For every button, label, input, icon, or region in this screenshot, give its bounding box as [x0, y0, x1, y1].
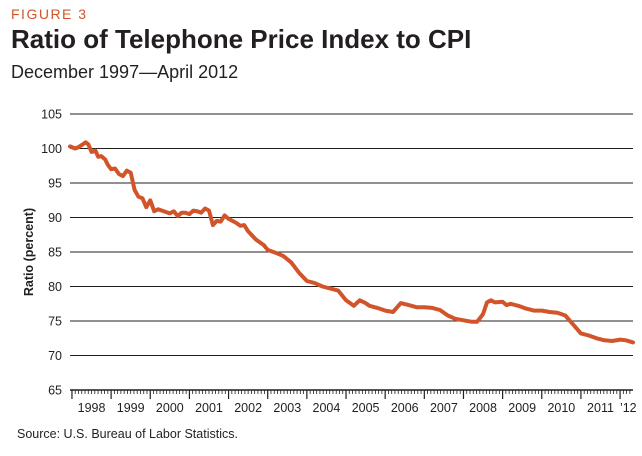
y-tick-label: 80 — [48, 280, 62, 294]
chart-subtitle: December 1997—April 2012 — [11, 62, 239, 82]
y-tick-label: 105 — [41, 108, 62, 122]
y-tick-label: 100 — [41, 142, 62, 156]
x-tick-label: 1999 — [117, 401, 145, 415]
x-tick-label: 2010 — [547, 401, 575, 415]
x-tick-label: 2005 — [352, 401, 380, 415]
y-tick-label: 90 — [48, 211, 62, 225]
chart-title: Ratio of Telephone Price Index to CPI — [11, 24, 472, 54]
figure-label: FIGURE 3 — [11, 6, 88, 22]
x-tick-label: 2007 — [430, 401, 458, 415]
x-tick-label: 2000 — [156, 401, 184, 415]
y-axis-title: Ratio (percent) — [22, 208, 36, 296]
series-line-0 — [68, 140, 635, 345]
x-tick-label: ’12 — [620, 401, 637, 415]
y-tick-label: 75 — [48, 315, 62, 329]
x-tick-label: 2011 — [587, 401, 614, 415]
x-tick-label: 1998 — [78, 401, 106, 415]
x-tick-label: 2001 — [195, 401, 223, 415]
x-tick-label: 2006 — [391, 401, 419, 415]
x-tick-label: 2003 — [273, 401, 301, 415]
y-tick-label: 70 — [48, 349, 62, 363]
y-tick-label: 85 — [48, 246, 62, 260]
y-tick-label: 95 — [48, 177, 62, 191]
x-tick-label: 2008 — [469, 401, 497, 415]
source-note: Source: U.S. Bureau of Labor Statistics. — [17, 427, 238, 441]
x-tick-label: 2004 — [313, 401, 341, 415]
y-tick-label: 65 — [48, 384, 62, 398]
x-tick-label: 2002 — [234, 401, 262, 415]
x-tick-label: 2009 — [508, 401, 536, 415]
